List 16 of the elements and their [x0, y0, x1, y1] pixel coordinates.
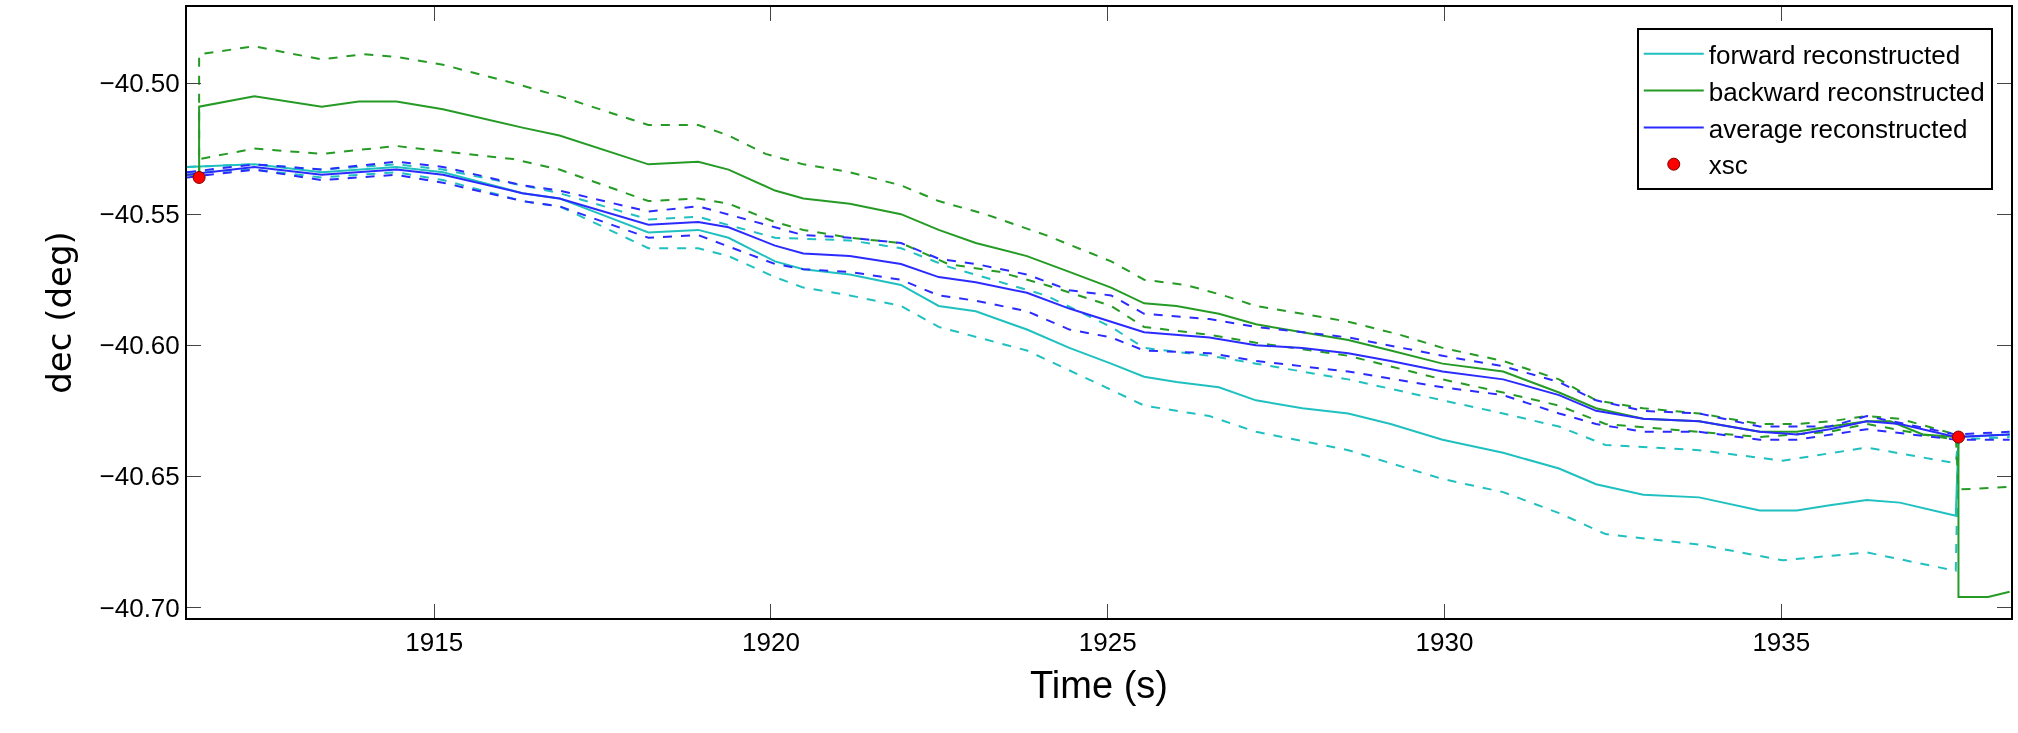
x-tick-label: 1930 — [1415, 627, 1474, 658]
x-tick-label: 1925 — [1078, 627, 1137, 658]
legend-label: xsc — [1708, 150, 1748, 181]
y-tick-label: −40.55 — [99, 199, 180, 230]
y-tick-label: −40.70 — [99, 592, 180, 623]
x-axis-title: Time (s) — [1030, 663, 1168, 706]
legend-label: forward reconstructed — [1708, 39, 1961, 70]
legend-label: average reconstructed — [1708, 113, 1968, 144]
y-axis-title: dec (deg) — [38, 231, 79, 394]
x-tick-label: 1935 — [1752, 627, 1811, 658]
y-tick-label: −40.65 — [99, 461, 180, 492]
x-tick-label: 1915 — [405, 627, 464, 658]
y-tick-label: −40.50 — [99, 68, 180, 99]
x-tick-label: 1920 — [742, 627, 800, 658]
y-tick-label: −40.60 — [99, 330, 180, 361]
legend-label: backward reconstructed — [1708, 76, 1985, 107]
